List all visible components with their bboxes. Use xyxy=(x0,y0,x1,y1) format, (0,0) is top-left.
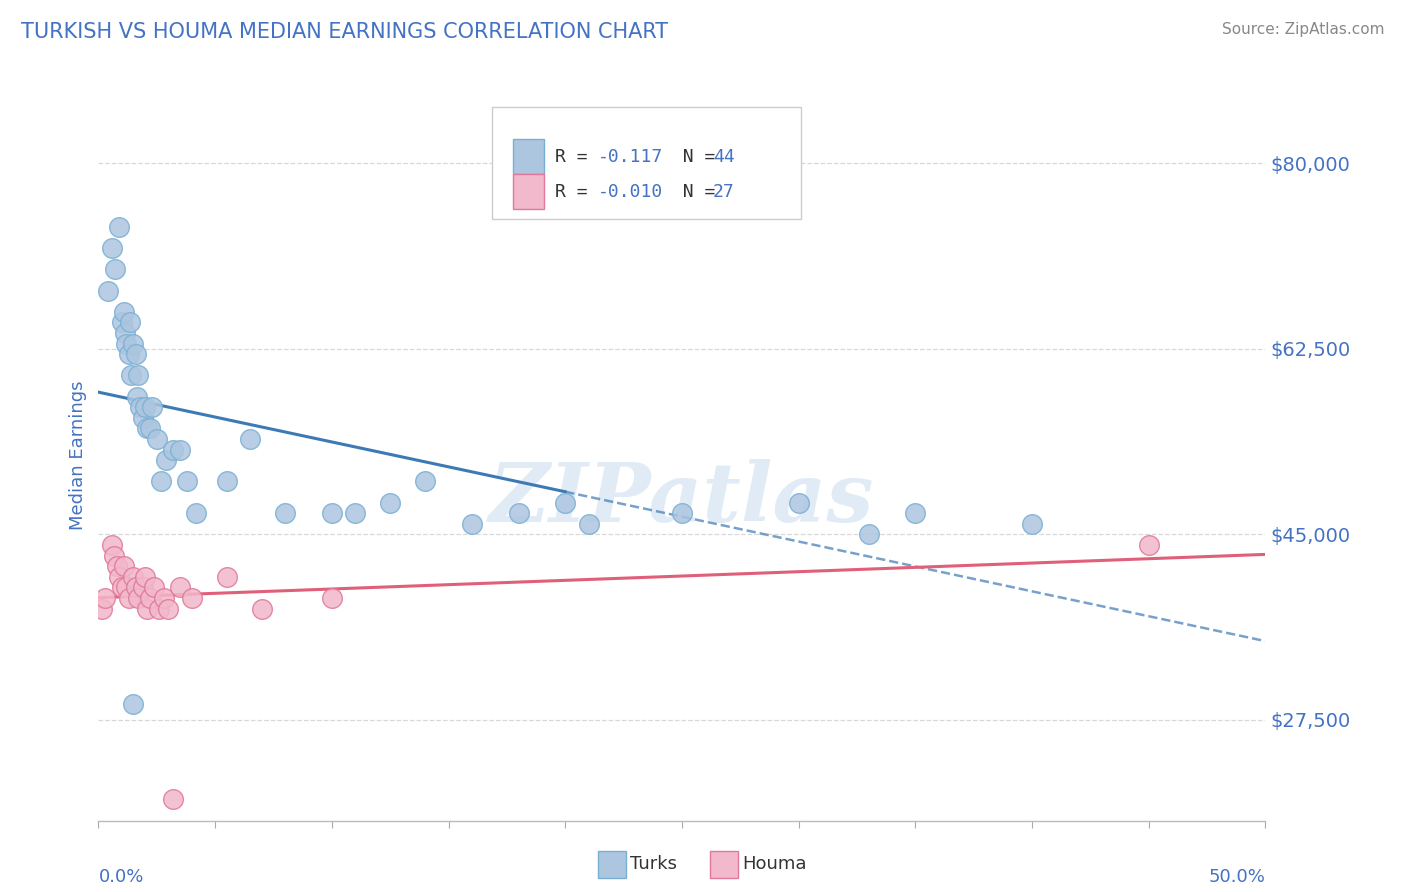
Y-axis label: Median Earnings: Median Earnings xyxy=(69,380,87,530)
Point xyxy=(215,475,238,489)
Text: R =: R = xyxy=(555,183,610,201)
Point xyxy=(125,347,148,361)
Point xyxy=(344,506,367,520)
Point xyxy=(115,581,138,595)
Point xyxy=(176,475,198,489)
Point xyxy=(103,549,125,563)
Point xyxy=(461,516,484,531)
Point xyxy=(180,591,202,605)
Point xyxy=(132,410,155,425)
Point xyxy=(111,581,134,595)
Point xyxy=(671,506,693,520)
Point xyxy=(578,516,600,531)
Point xyxy=(127,368,149,383)
Point xyxy=(215,570,238,584)
Point xyxy=(97,284,120,298)
Point xyxy=(139,421,162,435)
Point xyxy=(112,559,135,574)
Text: 50.0%: 50.0% xyxy=(1209,868,1265,887)
Point xyxy=(101,538,124,552)
Point xyxy=(508,506,530,520)
Point xyxy=(136,421,159,435)
Point xyxy=(125,390,148,404)
Point xyxy=(132,581,155,595)
Point xyxy=(143,581,166,595)
Text: Houma: Houma xyxy=(742,855,807,873)
Point xyxy=(1137,538,1160,552)
Point xyxy=(108,219,131,234)
Point xyxy=(239,432,262,446)
Point xyxy=(90,601,112,615)
Point xyxy=(120,368,142,383)
Point xyxy=(148,601,170,615)
Point xyxy=(186,506,208,520)
Point xyxy=(155,453,177,467)
Text: 27: 27 xyxy=(713,183,734,201)
Point xyxy=(118,347,141,361)
Point xyxy=(152,591,174,605)
Point xyxy=(136,601,159,615)
Point xyxy=(139,591,162,605)
Point xyxy=(127,591,149,605)
Point xyxy=(250,601,273,615)
Point xyxy=(1021,516,1043,531)
Text: R =: R = xyxy=(555,148,610,166)
Point xyxy=(904,506,927,520)
Point xyxy=(115,336,138,351)
Text: -0.010: -0.010 xyxy=(598,183,662,201)
Point xyxy=(162,792,184,806)
Point xyxy=(787,495,810,509)
Point xyxy=(125,581,148,595)
Point xyxy=(104,262,127,277)
Point xyxy=(858,527,880,541)
Text: 44: 44 xyxy=(713,148,734,166)
Text: -0.117: -0.117 xyxy=(598,148,662,166)
Point xyxy=(118,315,141,329)
Point xyxy=(122,697,145,711)
Point xyxy=(554,495,576,509)
Point xyxy=(146,432,169,446)
Point xyxy=(169,581,191,595)
Point xyxy=(101,241,124,255)
Point xyxy=(162,442,184,457)
Point xyxy=(274,506,297,520)
Point xyxy=(118,591,141,605)
Text: ZIPatlas: ZIPatlas xyxy=(489,458,875,539)
Point xyxy=(413,475,436,489)
Point xyxy=(129,401,152,415)
Text: 0.0%: 0.0% xyxy=(98,868,143,887)
Text: Source: ZipAtlas.com: Source: ZipAtlas.com xyxy=(1222,22,1385,37)
Text: N =: N = xyxy=(661,148,725,166)
Point xyxy=(150,475,173,489)
Text: Turks: Turks xyxy=(630,855,676,873)
Point xyxy=(111,315,134,329)
Point xyxy=(321,506,343,520)
Point xyxy=(141,401,163,415)
Point xyxy=(94,591,117,605)
Point xyxy=(112,305,135,319)
Point xyxy=(380,495,402,509)
Text: TURKISH VS HOUMA MEDIAN EARNINGS CORRELATION CHART: TURKISH VS HOUMA MEDIAN EARNINGS CORRELA… xyxy=(21,22,668,42)
Point xyxy=(122,336,145,351)
Point xyxy=(114,326,136,340)
Point xyxy=(134,570,156,584)
Point xyxy=(108,570,131,584)
Point xyxy=(169,442,191,457)
Point xyxy=(157,601,180,615)
Point xyxy=(134,401,156,415)
Point xyxy=(122,570,145,584)
Text: N =: N = xyxy=(661,183,725,201)
Point xyxy=(321,591,343,605)
Point xyxy=(105,559,128,574)
